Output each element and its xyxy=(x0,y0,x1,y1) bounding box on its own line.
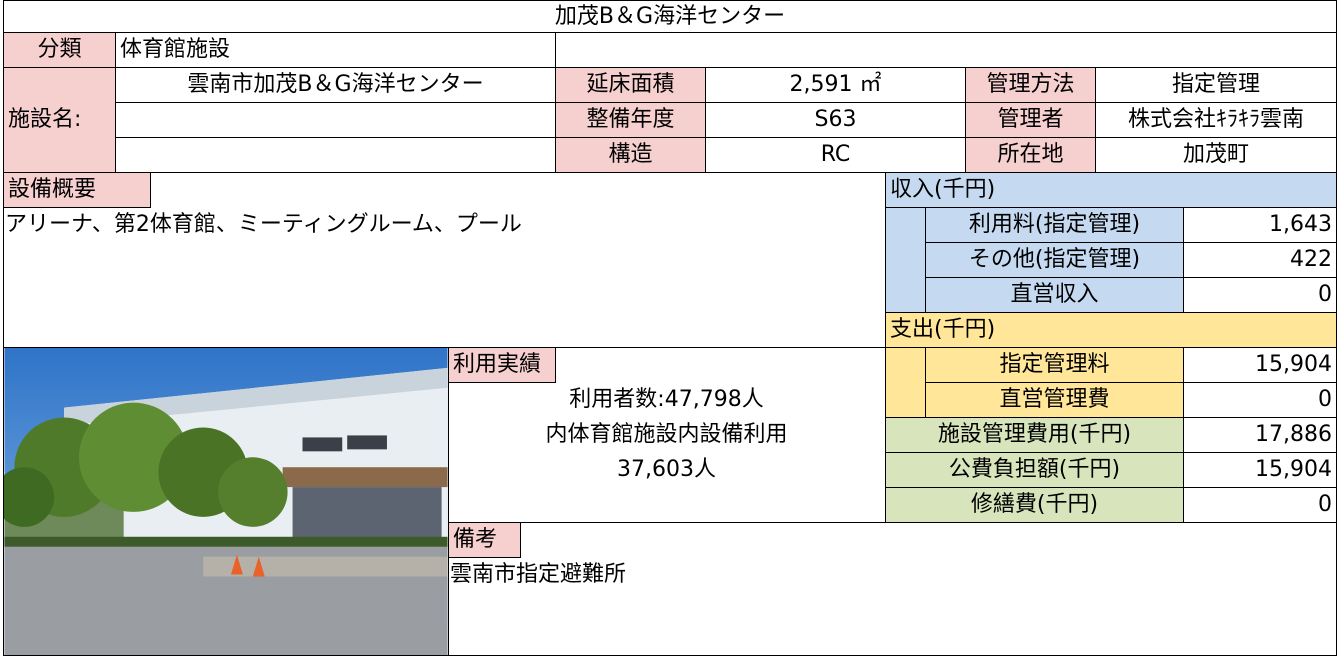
facility-photo xyxy=(3,347,449,656)
value: RC xyxy=(705,137,966,173)
label: 利用料(指定管理) xyxy=(925,207,1184,243)
indent xyxy=(885,347,926,418)
value: 422 xyxy=(1183,242,1337,278)
label: 施設名: xyxy=(3,67,116,173)
section-label: 支出(千円) xyxy=(885,312,1337,348)
value: 1,643 xyxy=(1183,207,1337,243)
blank xyxy=(115,137,556,173)
value: 17,886 xyxy=(1183,417,1337,453)
label: 備考 xyxy=(448,522,521,558)
label: 管理者 xyxy=(965,102,1096,138)
value: S63 xyxy=(705,102,966,138)
value: 株式会社ｷﾗｷﾗ雲南 xyxy=(1095,102,1337,138)
equipment-text: アリーナ、第2体育館、ミーティングルーム、プール xyxy=(5,211,522,237)
label: 施設管理費用(千円) xyxy=(885,417,1184,453)
label: 延床面積 xyxy=(555,67,706,103)
blank xyxy=(555,32,1337,68)
indent xyxy=(885,207,926,313)
label: 直営管理費 xyxy=(925,382,1184,418)
value: 15,904 xyxy=(1183,347,1337,383)
value: 雲南市加茂B＆G海洋センター xyxy=(115,67,556,103)
remarks-text: 雲南市指定避難所 xyxy=(450,561,627,587)
value: 体育館施設 xyxy=(115,32,556,68)
label: 設備概要 xyxy=(3,172,151,208)
label: 分類 xyxy=(3,32,116,68)
label: 整備年度 xyxy=(555,102,706,138)
usage-line: 37,603人 xyxy=(617,456,716,482)
value: 2,591 ㎡ xyxy=(705,67,966,103)
blank xyxy=(115,102,556,138)
label: 管理方法 xyxy=(965,67,1096,103)
label: 公費負担額(千円) xyxy=(885,452,1184,488)
value: 0 xyxy=(1183,487,1337,523)
value: 0 xyxy=(1183,277,1337,313)
label: 指定管理料 xyxy=(925,347,1184,383)
usage-line: 内体育館施設内設備利用 xyxy=(545,421,788,447)
title: 加茂B＆G海洋センター xyxy=(3,0,1337,33)
label: その他(指定管理) xyxy=(925,242,1184,278)
value: 指定管理 xyxy=(1095,67,1337,103)
label: 構造 xyxy=(555,137,706,173)
label: 所在地 xyxy=(965,137,1096,173)
usage-line: 利用者数:47,798人 xyxy=(569,386,764,412)
value: 0 xyxy=(1183,382,1337,418)
label: 修繕費(千円) xyxy=(885,487,1184,523)
value: 15,904 xyxy=(1183,452,1337,488)
label: 直営収入 xyxy=(925,277,1184,313)
section-label: 収入(千円) xyxy=(885,172,1337,208)
label: 利用実績 xyxy=(448,347,556,383)
value: 加茂町 xyxy=(1095,137,1337,173)
